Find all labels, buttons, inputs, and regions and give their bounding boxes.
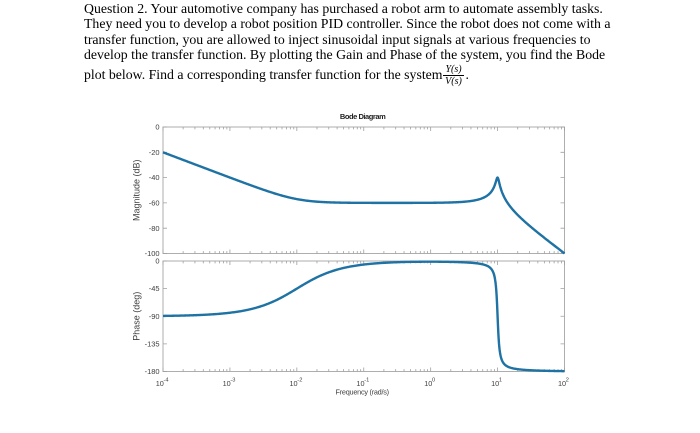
svg-text:10: 10	[424, 379, 432, 388]
svg-text:-60: -60	[149, 199, 160, 208]
svg-text:Magnitude (dB): Magnitude (dB)	[132, 159, 142, 221]
svg-text:0: 0	[432, 378, 435, 384]
svg-text:-3: -3	[230, 378, 235, 384]
svg-text:-1: -1	[364, 378, 369, 384]
svg-text:10: 10	[223, 379, 231, 388]
svg-text:-180: -180	[145, 367, 160, 376]
svg-text:-90: -90	[149, 312, 160, 321]
svg-text:10: 10	[290, 379, 298, 388]
svg-text:-80: -80	[149, 224, 160, 233]
svg-text:-2: -2	[297, 378, 302, 384]
svg-text:Phase (deg): Phase (deg)	[132, 292, 142, 341]
svg-text:0: 0	[155, 123, 159, 132]
svg-text:Frequency (rad/s): Frequency (rad/s)	[336, 387, 389, 396]
svg-text:10: 10	[558, 379, 566, 388]
svg-text:10: 10	[156, 379, 164, 388]
svg-text:0: 0	[155, 257, 159, 266]
svg-text:2: 2	[566, 378, 569, 384]
svg-text:-100: -100	[145, 249, 160, 258]
svg-text:1: 1	[499, 378, 502, 384]
svg-text:Bode Diagram: Bode Diagram	[340, 112, 386, 121]
svg-text:10: 10	[491, 379, 499, 388]
svg-text:-20: -20	[149, 148, 160, 157]
svg-text:10: 10	[356, 379, 364, 388]
svg-text:-40: -40	[149, 173, 160, 182]
svg-text:-45: -45	[149, 284, 160, 293]
svg-text:-4: -4	[164, 378, 169, 384]
svg-text:-135: -135	[145, 340, 160, 349]
